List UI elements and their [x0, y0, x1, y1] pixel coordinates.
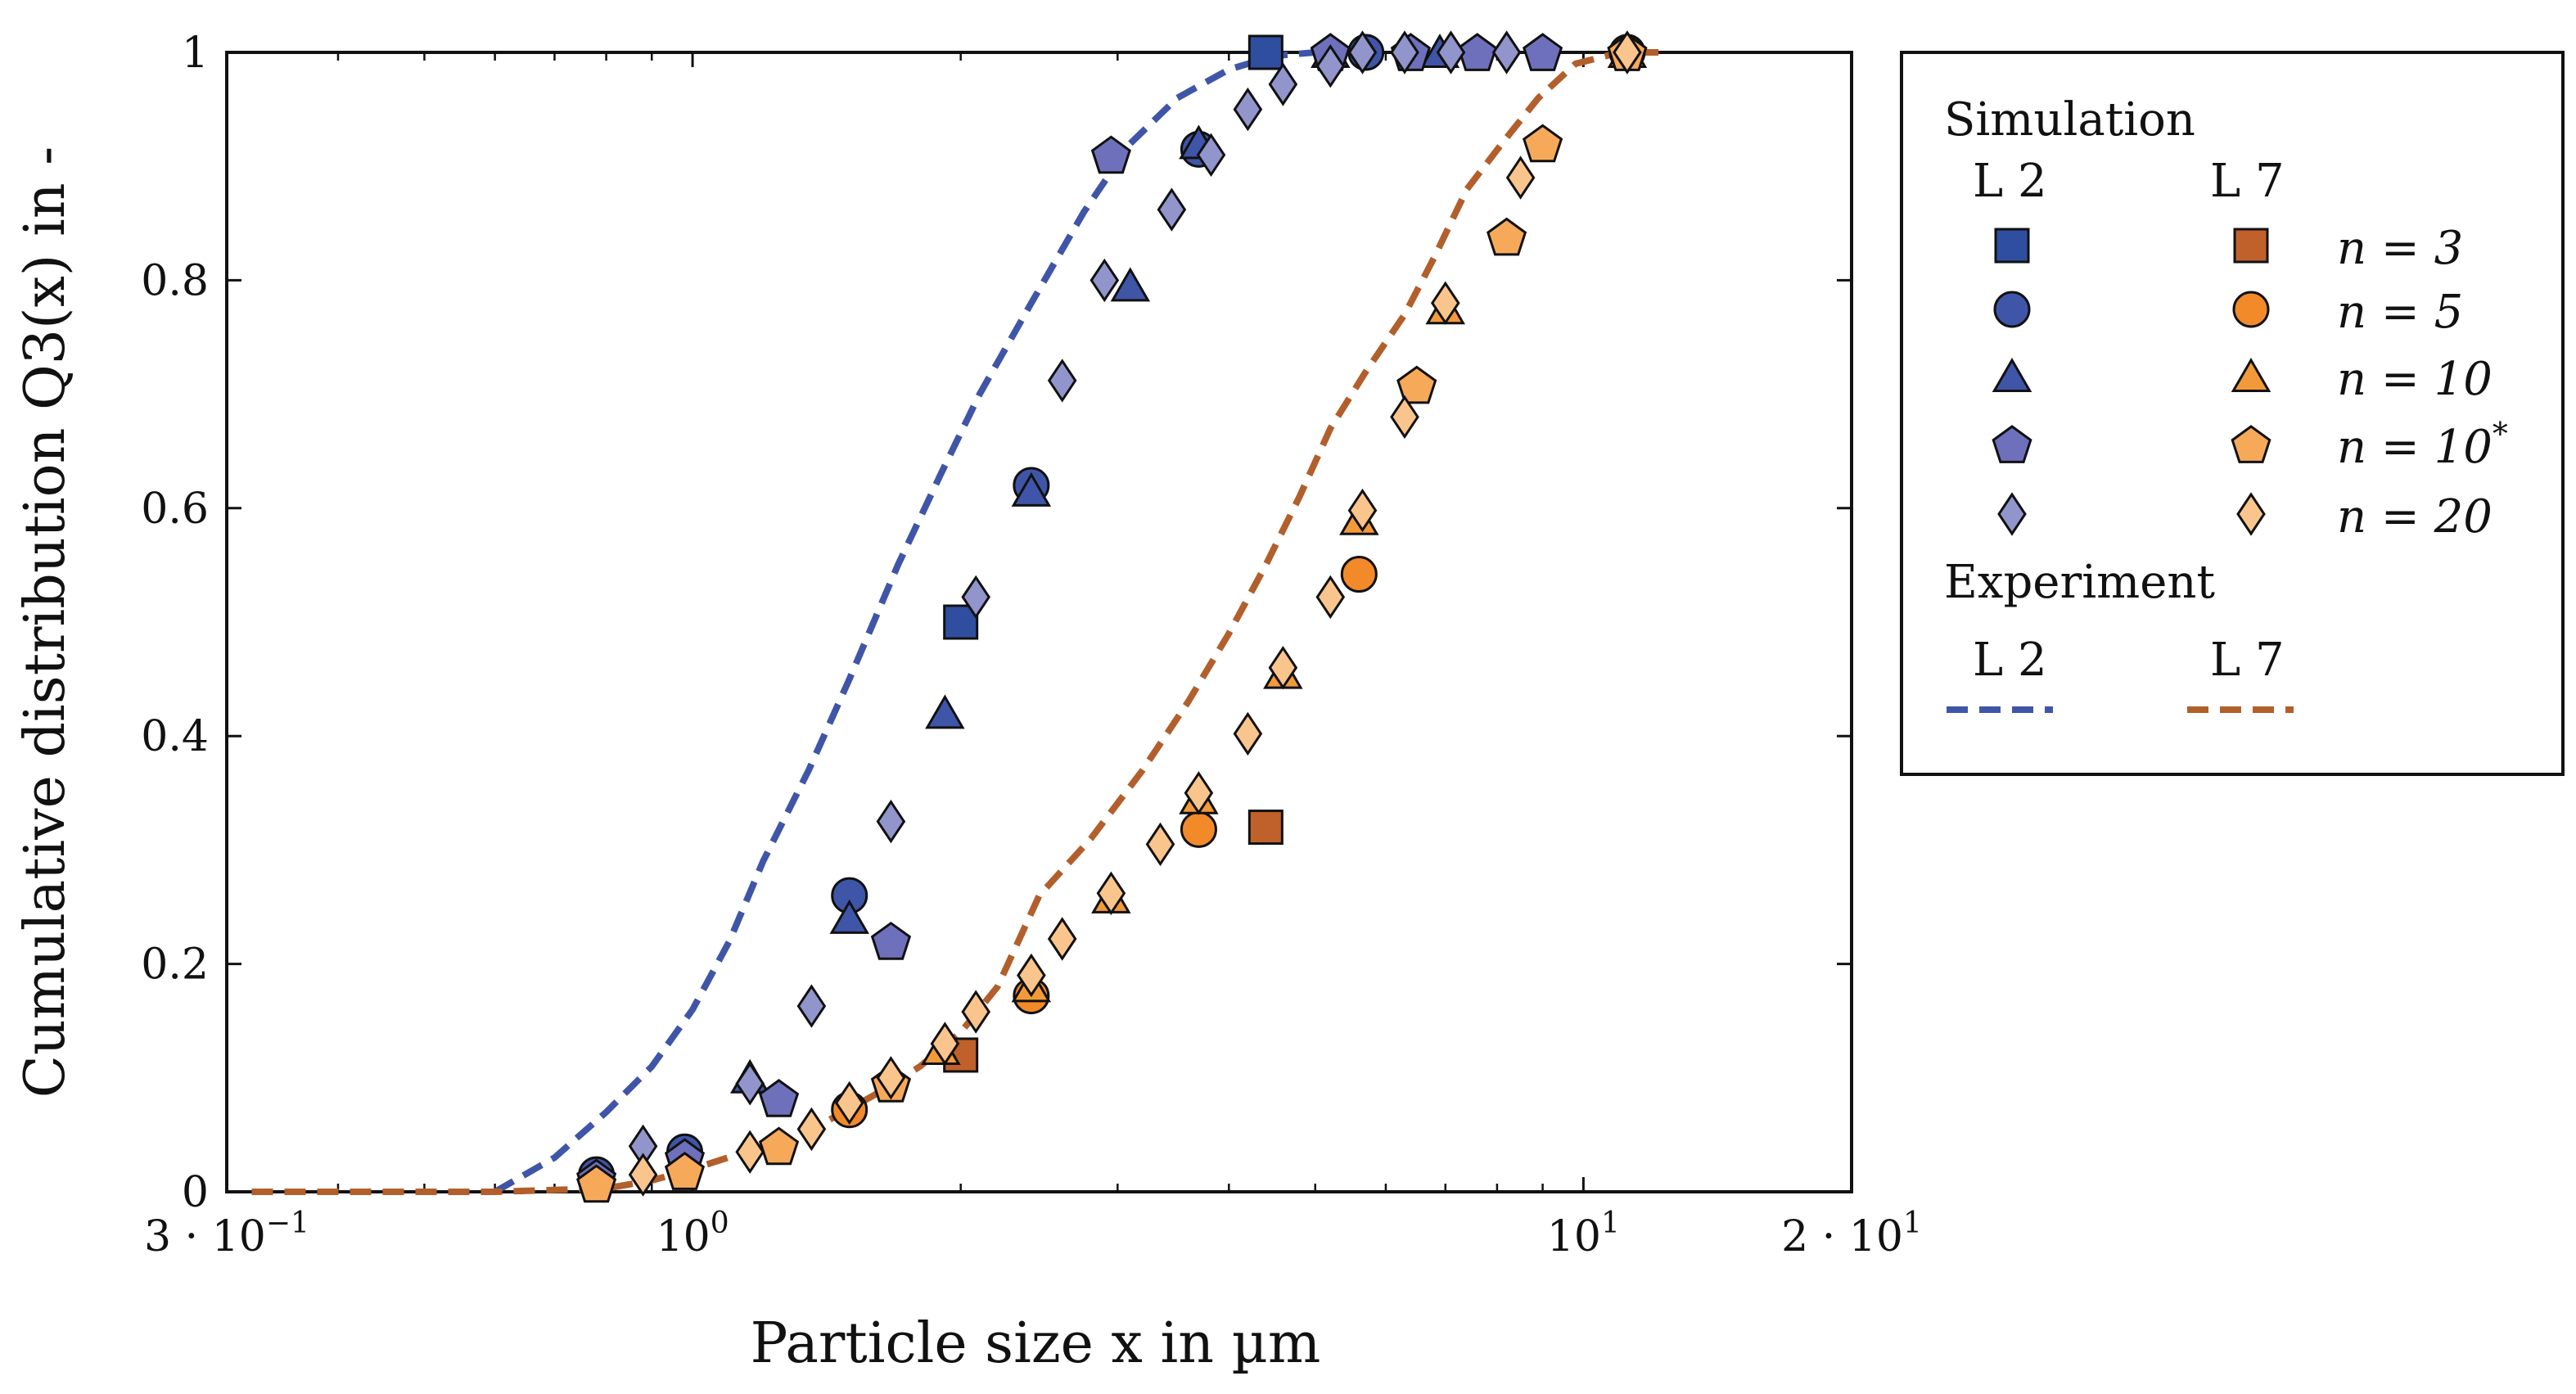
marker-l7-diamond — [1047, 917, 1077, 961]
marker-l7-diamond — [1268, 645, 1298, 690]
marker-l2-diamond — [1436, 30, 1466, 74]
legend-n-label: n = 10 — [2337, 353, 2493, 406]
marker-l7-square — [1247, 810, 1283, 846]
marker-l7-circle — [1180, 810, 1217, 848]
marker-l7-diamond — [1017, 953, 1046, 998]
marker-l2-square — [1247, 34, 1283, 70]
marker-l7-diamond — [1145, 822, 1175, 867]
legend-marker-l2-diamond — [1997, 492, 2027, 536]
marker-l7-diamond — [1505, 156, 1536, 200]
marker-l2-diamond — [1196, 133, 1226, 178]
marker-l7-pentagon — [664, 1152, 706, 1190]
legend-experiment-title: Experiment — [1944, 556, 2215, 609]
y-tick-label: 0.8 — [141, 256, 209, 305]
marker-l7-diamond — [1430, 281, 1460, 325]
marker-l2-diamond — [1233, 87, 1263, 132]
marker-l7-diamond — [834, 1080, 864, 1126]
legend-frame — [1900, 51, 2565, 776]
x-tick-label: 101 — [1547, 1207, 1620, 1261]
marker-l2-diamond — [961, 575, 991, 620]
legend-marker-l2-circle — [1993, 291, 2031, 328]
marker-l7-diamond — [735, 1130, 765, 1175]
marker-l7-diamond — [1184, 771, 1214, 815]
marker-l2-diamond — [1268, 62, 1298, 106]
marker-l2-diamond — [876, 799, 906, 844]
legend-marker-l2-square — [1994, 228, 2030, 264]
plot-frame — [225, 51, 1853, 1193]
marker-l7-diamond — [1613, 30, 1642, 74]
marker-l7-pentagon — [1523, 124, 1563, 163]
marker-l2-diamond — [1089, 258, 1120, 303]
legend-rows: n = 3 n = 5 n = 10 n = 10* n = 20 — [1992, 222, 2508, 544]
legend-col-l7: L 7 — [2210, 155, 2285, 208]
legend-exp-l2-label: L 2 — [1973, 634, 2047, 687]
legend-marker-l7-circle — [2232, 291, 2270, 328]
marker-l2-triangle — [925, 694, 965, 729]
marker-l7-diamond — [961, 990, 991, 1034]
legend-marker-l7-diamond — [2236, 492, 2266, 536]
axis-ticks: 3 · 10−1 100 101 2 · 101 0 0.2 0.4 0.6 0.8 1 — [141, 29, 1922, 1261]
marker-l7-diamond — [1315, 575, 1346, 620]
marker-l7-diamond — [796, 1107, 827, 1152]
legend-marker-l7-square — [2233, 228, 2269, 264]
legend-col-l2: L 2 — [1973, 155, 2047, 208]
marker-l7-pentagon — [1396, 365, 1437, 404]
marker-l7-diamond — [1233, 711, 1263, 756]
x-axis-label: Particle size x in µm — [751, 1311, 1321, 1376]
legend-n-label: n = 3 — [2337, 222, 2463, 275]
legend: Simulation L 2 L 7 n = 3 n = 5 n = 10 n = 1… — [1900, 51, 2565, 776]
marker-l2-pentagon — [758, 1079, 800, 1117]
marker-l7-diamond — [628, 1153, 658, 1197]
legend-marker-l2-triangle — [1992, 358, 2032, 392]
legend-marker-l7-triangle — [2231, 358, 2271, 392]
axis-labels: Particle size x in µm Cumulative distrib… — [13, 147, 1320, 1376]
plot-area: 3 · 10−1 100 101 2 · 101 0 0.2 0.4 0.6 0.8 1 — [141, 29, 1922, 1261]
marker-l7-pentagon — [758, 1126, 800, 1166]
legend-marker-l2-pentagon — [1992, 425, 2032, 463]
marker-l7-diamond — [876, 1056, 906, 1100]
legend-simulation-title: Simulation — [1944, 93, 2195, 147]
marker-l2-diamond — [1047, 359, 1077, 403]
marker-l2-triangle — [1011, 471, 1052, 507]
legend-n-label: n = 5 — [2337, 286, 2463, 339]
legend-marker-l7-pentagon — [2231, 425, 2271, 463]
curve-exp-l2 — [493, 49, 1360, 1195]
marker-l7-pentagon — [1487, 217, 1527, 256]
y-tick-label: 0.2 — [141, 941, 209, 990]
marker-l2-diamond — [796, 984, 827, 1028]
y-axis-label: Cumulative distribution Q3(x) in - — [13, 147, 78, 1098]
marker-l2-triangle — [829, 899, 870, 934]
marker-l2-pentagon — [1457, 33, 1498, 71]
legend-exp-l7-label: L 7 — [2210, 634, 2285, 687]
marker-l2-diamond — [1315, 43, 1346, 88]
y-tick-label: 0.6 — [141, 485, 209, 534]
marker-l7-circle — [1340, 556, 1378, 593]
marker-l2-pentagon — [1523, 33, 1563, 71]
marker-l2-diamond — [1347, 30, 1378, 74]
legend-n-label: n = 10* — [2337, 416, 2508, 474]
marker-l7-diamond — [1347, 488, 1378, 533]
marker-l7-diamond — [930, 1022, 960, 1066]
marker-l7-pentagon — [576, 1164, 617, 1203]
legend-n-label: n = 20 — [2337, 490, 2493, 544]
x-tick-label: 3 · 10−1 — [144, 1207, 309, 1261]
marker-l2-pentagon — [870, 921, 912, 960]
marker-l2-diamond — [1157, 187, 1187, 232]
marker-l7-diamond — [1096, 871, 1126, 916]
marker-l2-diamond — [1390, 30, 1419, 74]
marker-l7-diamond — [1390, 395, 1419, 440]
marker-l2-diamond — [735, 1062, 765, 1106]
y-tick-label: 0 — [182, 1168, 209, 1217]
x-tick-label: 100 — [656, 1207, 729, 1261]
marker-l2-triangle — [1110, 267, 1151, 302]
x-tick-label: 2 · 101 — [1781, 1207, 1922, 1261]
y-tick-label: 1 — [182, 29, 209, 78]
marker-l2-diamond — [1491, 30, 1522, 74]
experiment-curves — [251, 49, 1670, 1195]
y-tick-label: 0.4 — [141, 712, 209, 761]
marker-l2-pentagon — [1090, 135, 1131, 174]
simulation-markers — [576, 30, 1648, 1203]
